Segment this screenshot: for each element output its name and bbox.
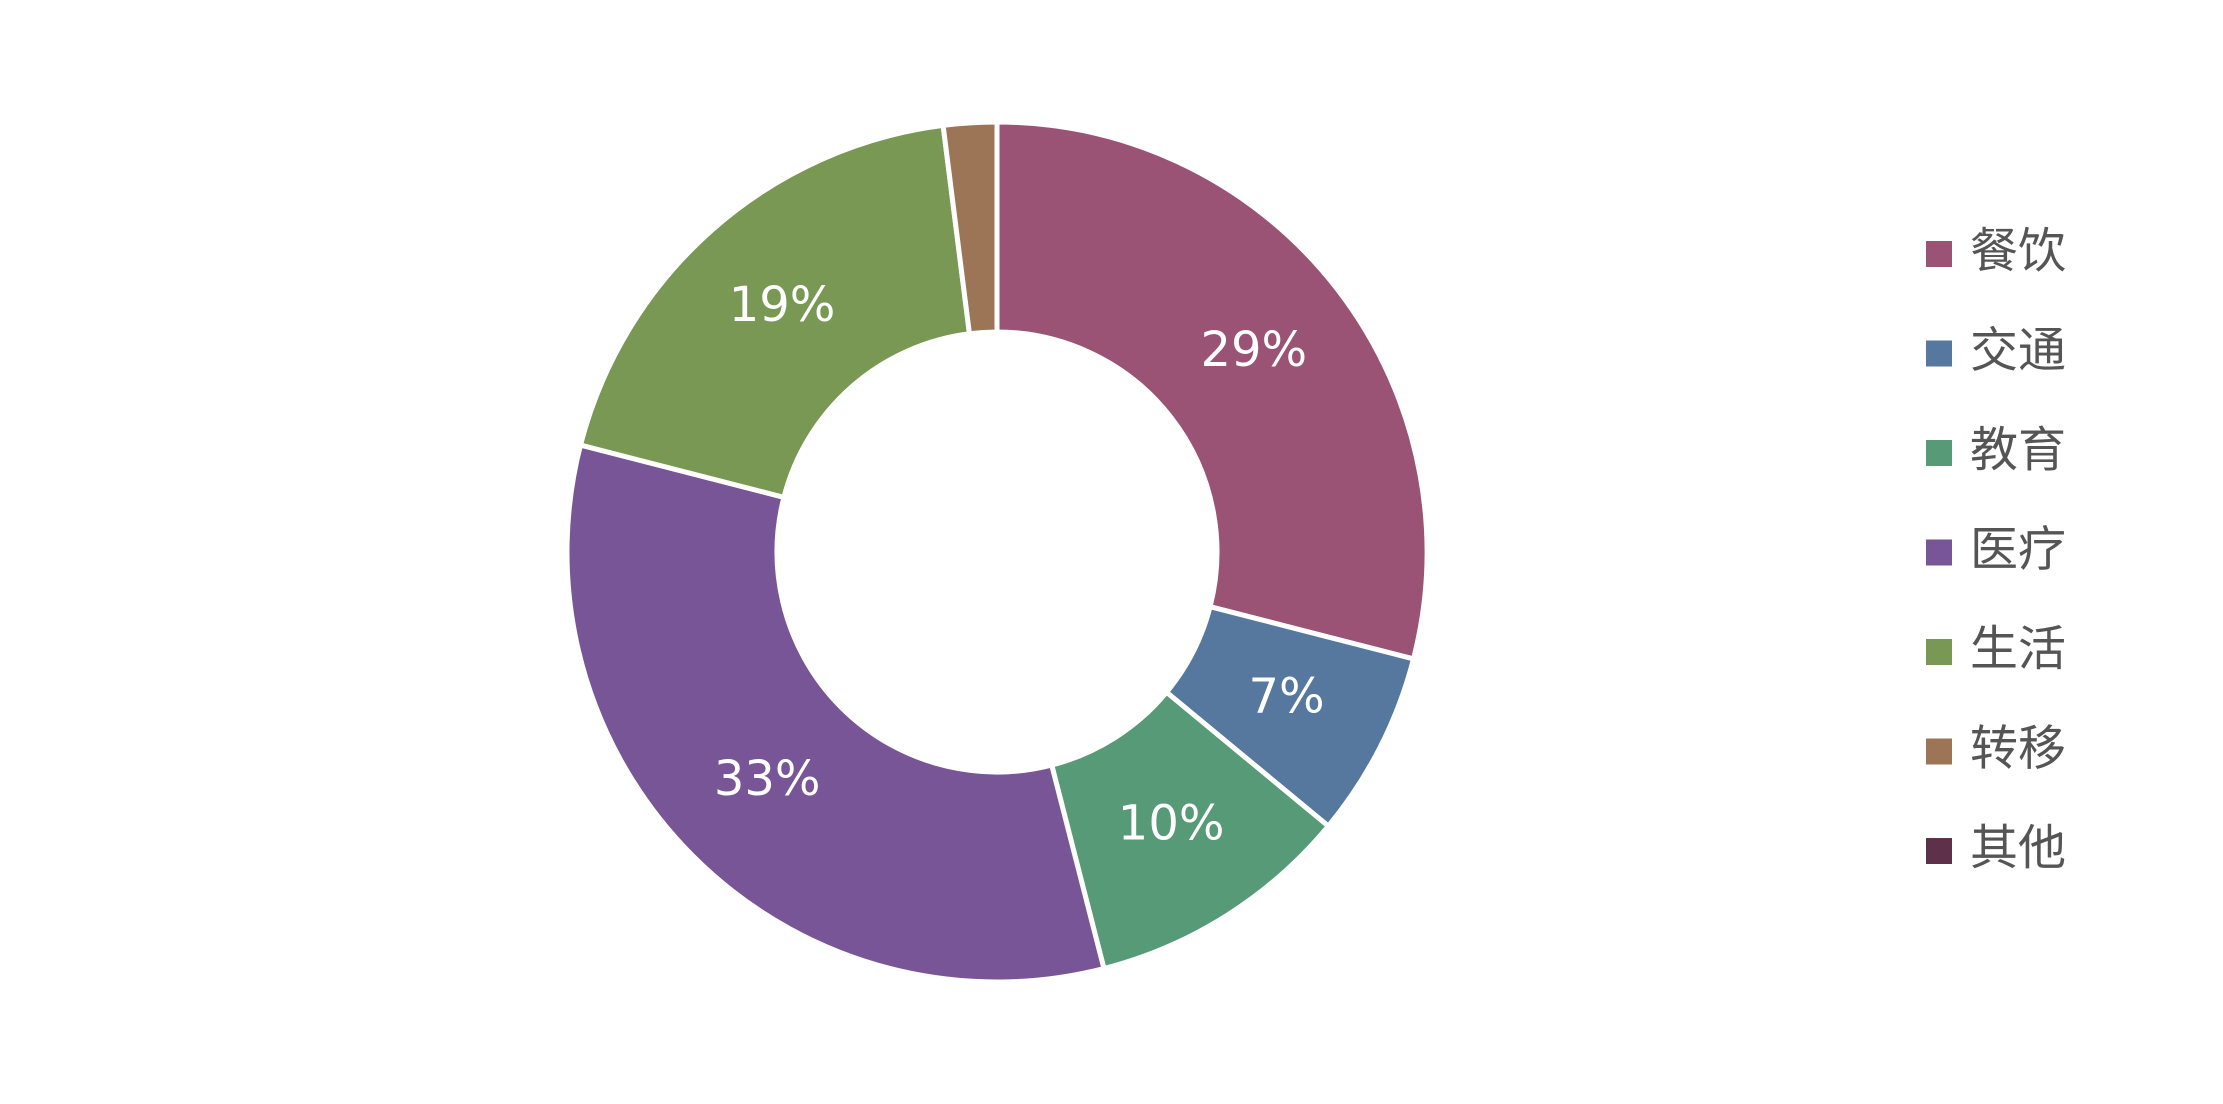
- legend-swatch: [1926, 539, 1952, 566]
- slice: [994, 119, 1430, 662]
- legend-swatch: [1926, 340, 1952, 367]
- slice: [577, 122, 973, 501]
- legend-swatch: [1926, 440, 1952, 466]
- legend-swatch: [1926, 639, 1952, 665]
- legend-label: 餐饮: [1970, 223, 2066, 279]
- value-label: 29%: [1200, 322, 1307, 378]
- value-label: 33%: [714, 751, 821, 807]
- value-label: 10%: [1118, 795, 1225, 851]
- legend-label: 教育: [1970, 422, 2066, 478]
- legend-swatch: [1926, 241, 1952, 267]
- legend-label: 生活: [1970, 621, 2066, 677]
- value-label: 7%: [1248, 669, 1324, 725]
- legend-swatch: [1926, 738, 1952, 765]
- slice: [564, 442, 1107, 985]
- legend-label: 转移: [1970, 721, 2066, 777]
- value-label: 19%: [729, 277, 836, 333]
- legend-swatch: [1926, 838, 1952, 864]
- legend-label: 医疗: [1970, 522, 2066, 578]
- legend-label: 其他: [1970, 820, 2066, 876]
- legend-label: 交通: [1970, 323, 2066, 379]
